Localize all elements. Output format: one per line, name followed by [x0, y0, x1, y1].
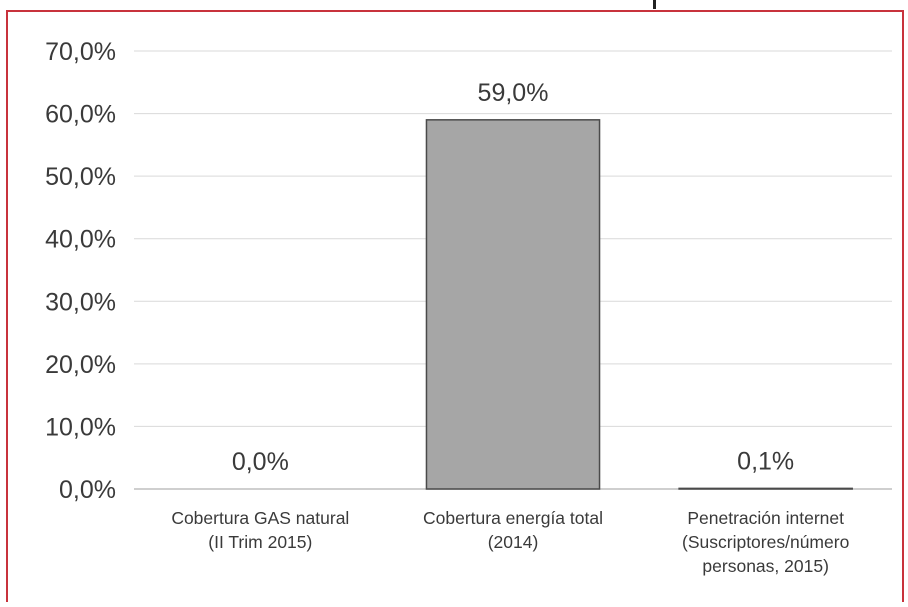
category-label-line: (Suscriptores/número — [682, 532, 849, 552]
y-tick-label: 40,0% — [45, 226, 116, 254]
cropped-title-fragment — [645, 0, 659, 9]
bar — [678, 487, 853, 490]
bar-chart: 0,0%10,0%20,0%30,0%40,0%50,0%60,0%70,0% … — [45, 38, 892, 576]
x-axis-category-labels: Cobertura GAS natural (II Trim 2015)Cober… — [171, 508, 849, 576]
chart-frame: 0,0% 10,0% 20,0% 30,0% 40,0% 50,0% 60,0% 70,0% … — [6, 10, 904, 602]
y-tick-label: 30,0% — [45, 288, 116, 316]
category-label-line: Cobertura energía total — [423, 508, 603, 528]
y-tick-label: 60,0% — [45, 101, 116, 129]
y-tick-label: 10,0% — [45, 413, 116, 441]
category-label: Penetración internet (Suscriptores/número… — [682, 508, 849, 576]
category-label: Cobertura energía total (2014) — [423, 508, 603, 552]
y-tick-label: 50,0% — [45, 163, 116, 191]
y-tick-label: 70,0% — [45, 38, 116, 66]
bar — [425, 119, 601, 490]
y-axis-tick-labels: 0,0% 10,0% 20,0% 30,0% 40,0% 50,0% 60,0% 70,0% — [45, 38, 116, 504]
category-label: Cobertura GAS natural (II Trim 2015) — [171, 508, 349, 552]
data-label: 0,0% — [232, 448, 289, 476]
y-tick-label: 20,0% — [45, 351, 116, 379]
data-label: 59,0% — [478, 79, 549, 107]
category-label-line: personas, 2015) — [702, 556, 828, 576]
category-label-line: Penetración internet — [687, 508, 844, 528]
category-label-line: Cobertura GAS natural — [171, 508, 349, 528]
data-labels: 0,0% 59,0% 0,1% — [232, 79, 794, 476]
category-label-line: (II Trim 2015) — [208, 532, 312, 552]
category-label-line: (2014) — [488, 532, 539, 552]
data-label: 0,1% — [737, 447, 794, 475]
y-tick-label: 0,0% — [59, 476, 116, 504]
bars — [425, 119, 853, 490]
